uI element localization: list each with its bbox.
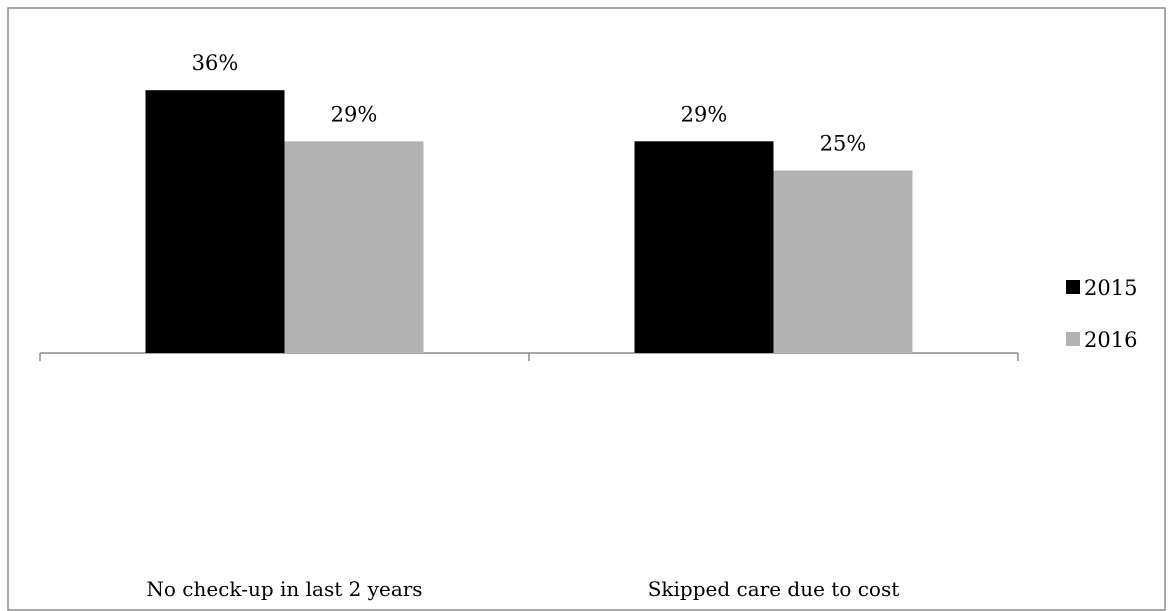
legend-swatch-2016 [1066, 332, 1080, 346]
data-label-2015-1: 36% [192, 51, 239, 75]
x-tick-labels: No check-up in last 2 years Skipped care … [146, 577, 899, 601]
bar-2015-1 [145, 90, 285, 353]
x-tick-label-2: Skipped care due to cost [648, 577, 900, 601]
legend-swatch-2015 [1066, 280, 1080, 294]
legend-label-2016: 2016 [1084, 328, 1137, 352]
bar-2015-2 [634, 141, 774, 353]
data-label-2016-2: 25% [820, 132, 867, 156]
legend-label-2015: 2015 [1084, 276, 1137, 300]
data-label-2015-2: 29% [681, 102, 728, 126]
x-tick-label-1: No check-up in last 2 years [146, 577, 422, 601]
bar-2016-2 [773, 170, 913, 353]
data-labels: 36% 29% 29% 25% [192, 51, 867, 155]
bar-2016-1 [284, 141, 424, 353]
legend: 2015 2016 [1066, 276, 1137, 352]
bars [145, 90, 913, 353]
data-label-2016-1: 29% [331, 102, 378, 126]
